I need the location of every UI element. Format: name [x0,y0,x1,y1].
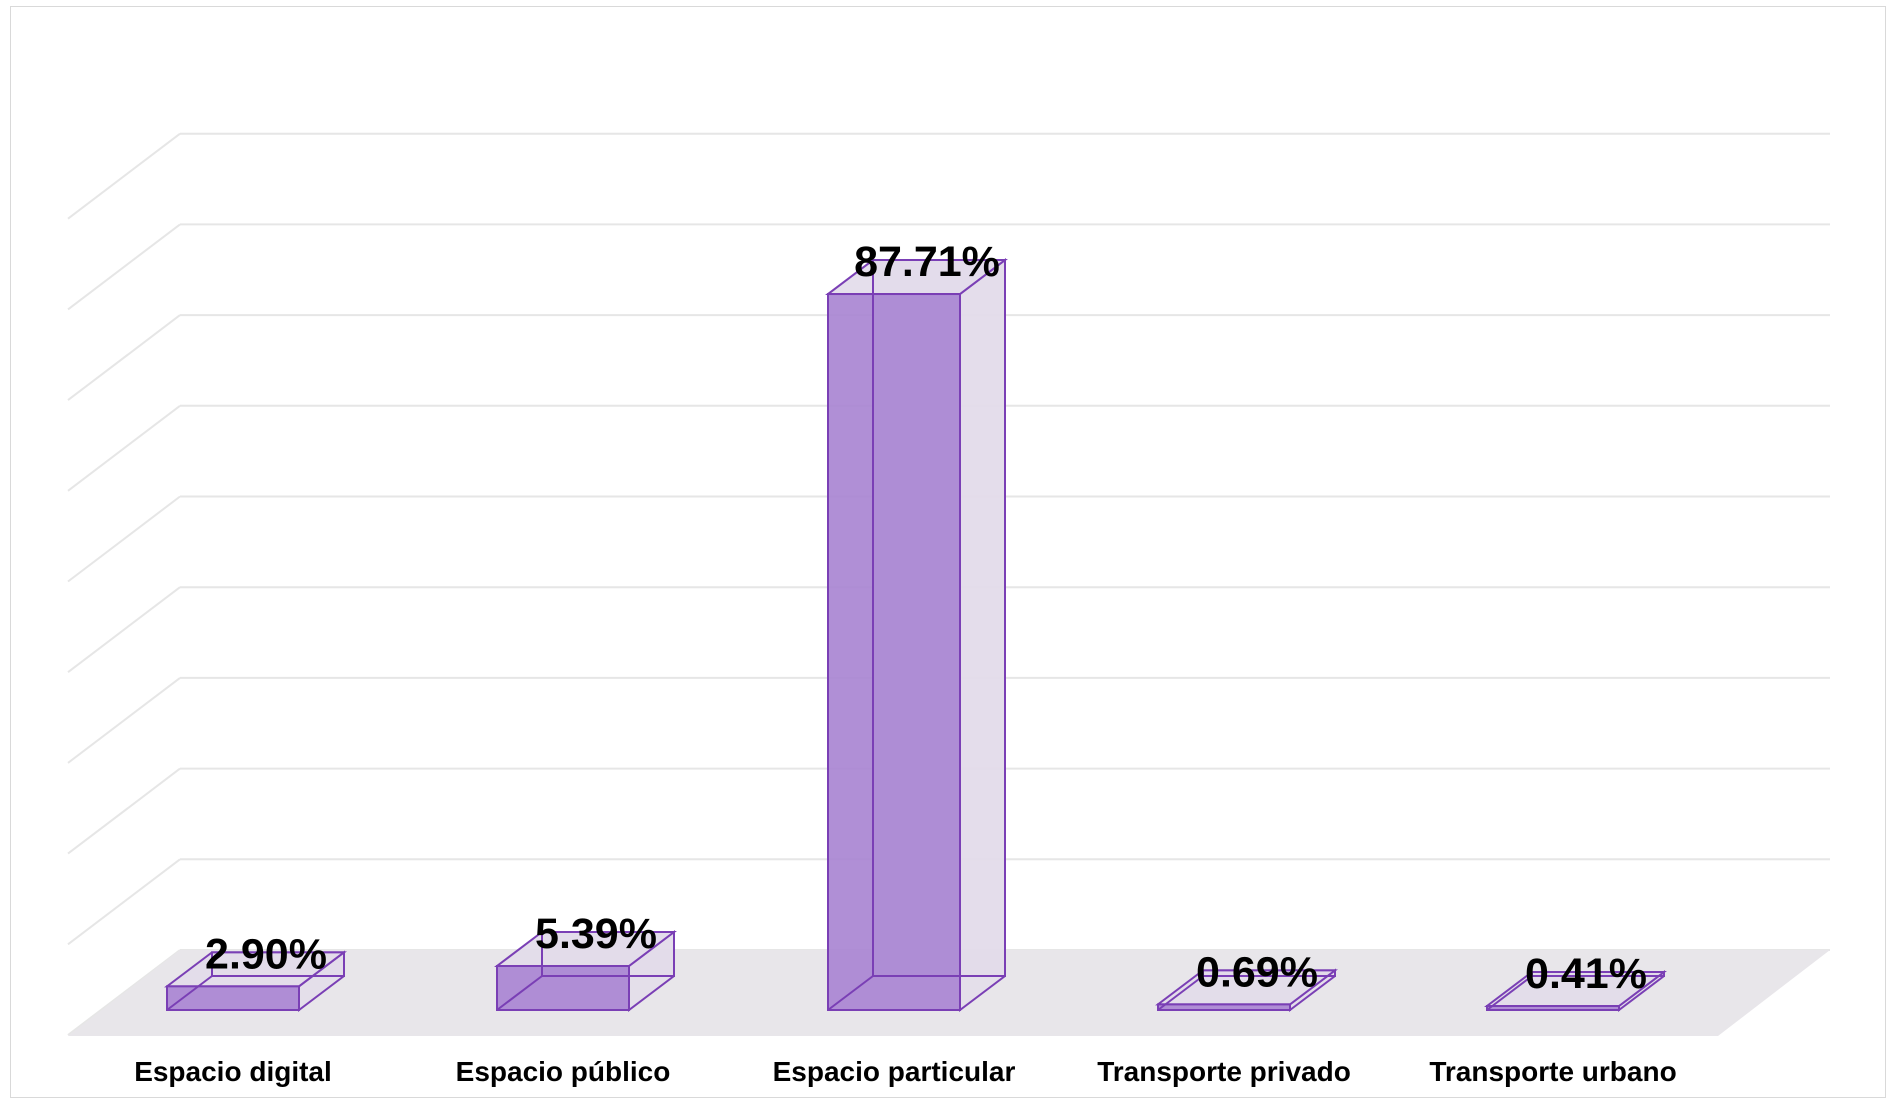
gridline-side [67,405,181,492]
bar-espacio-particular [825,258,1008,1013]
data-labels: 2.90% 5.39% 87.71% 0.69% 0.41% [205,238,1647,998]
data-label-espacio-particular: 87.71% [854,238,1000,286]
bar-edge [827,975,874,1011]
bar-edge [1486,975,1533,1011]
category-label-espacio-publico: Espacio público [456,1056,671,1087]
bar-edge [166,975,213,1011]
bars [164,258,1667,1013]
bar-edge [496,975,543,1011]
data-label-transporte-privado: 0.69% [1196,948,1318,996]
gridline-side [67,223,181,311]
gridline-side [67,858,181,946]
gridline-side [67,767,181,855]
data-label-espacio-digital: 2.90% [205,930,327,978]
gridline-side [67,949,181,1036]
gridline-side [67,677,181,764]
bar-transporte-urbano [1484,969,1667,1013]
data-label-espacio-publico: 5.39% [535,910,657,958]
data-label-transporte-urbano: 0.41% [1525,950,1647,998]
bar-front-face [166,985,300,1011]
gridline-side [67,586,181,673]
category-labels: Espacio digital Espacio público Espacio pa… [134,1056,1676,1087]
category-label-transporte-urbano: Transporte urbano [1429,1056,1676,1087]
bar-side-face [959,258,1006,1013]
bar-espacio-publico [494,929,677,1013]
gridline-side [67,314,181,401]
bar-front-face [827,293,961,1012]
bar-front-face [1157,1003,1291,1012]
category-label-transporte-privado: Transporte privado [1097,1056,1351,1087]
bar-front-face [496,965,630,1011]
gridline-side [67,495,181,583]
bar-front-face [1486,1005,1620,1011]
gridline-side [67,132,181,220]
bar-transporte-privado [1155,968,1338,1013]
bar-edge [1157,975,1204,1011]
category-label-espacio-digital: Espacio digital [134,1056,332,1087]
bar-espacio-digital [164,950,347,1013]
category-label-espacio-particular: Espacio particular [773,1056,1016,1087]
